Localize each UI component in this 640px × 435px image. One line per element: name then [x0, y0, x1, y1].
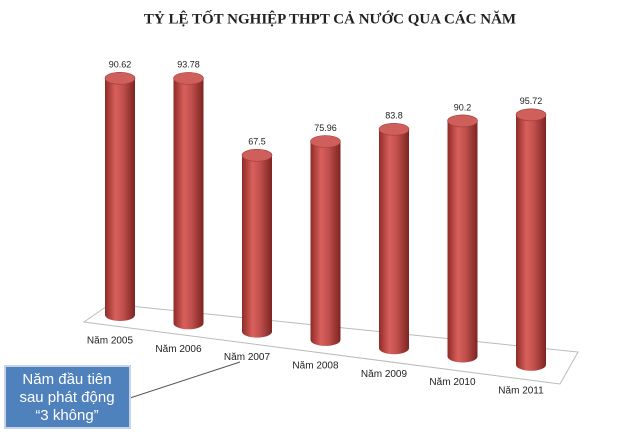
value-label: 67.5 [248, 137, 266, 147]
chart-title: TỶ LỆ TỐT NGHIỆP THPT CẢ NƯỚC QUA CÁC NĂ… [144, 9, 516, 27]
bar-base [242, 325, 272, 338]
value-label: 90.2 [454, 102, 472, 112]
floor [82, 303, 579, 385]
x-tick-label: Năm 2007 [224, 352, 271, 363]
bar [310, 141, 341, 340]
annotation-line: sau phát động [19, 389, 114, 406]
bar-top [104, 72, 136, 85]
value-label: 83.8 [385, 111, 403, 121]
value-label: 75.96 [314, 123, 337, 133]
x-tick-label: Năm 2011 [498, 385, 544, 396]
bar-base [310, 333, 341, 346]
value-label: 93.78 [177, 60, 200, 70]
bar-top [447, 114, 478, 128]
bar [105, 78, 135, 315]
bar-top [378, 123, 410, 136]
bar-top [515, 108, 547, 122]
bar-base [105, 309, 135, 321]
bar-base [447, 350, 478, 363]
value-label: 95.72 [520, 96, 543, 106]
annotation-line: Năm đầu tiên [22, 371, 111, 388]
x-tick-label: Năm 2006 [155, 344, 202, 355]
bar-top [241, 149, 273, 162]
bar-base [173, 317, 204, 330]
bar [447, 120, 478, 357]
bar [379, 129, 409, 349]
annotation-arrow [129, 361, 241, 399]
x-tick-label: Năm 2008 [292, 361, 339, 372]
annotation-line: “3 không” [35, 407, 98, 424]
bar-base [379, 342, 409, 355]
annotation-box [4, 365, 131, 429]
bar [516, 114, 546, 365]
x-tick-label: Năm 2005 [87, 336, 134, 347]
bar-base [516, 358, 546, 371]
bar [242, 155, 272, 332]
bar-top [173, 72, 204, 85]
bar-top [310, 135, 341, 148]
x-tick-label: Năm 2009 [361, 369, 408, 380]
bar [173, 78, 204, 324]
x-tick-label: Năm 2010 [429, 377, 476, 388]
value-label: 90.62 [109, 60, 132, 70]
